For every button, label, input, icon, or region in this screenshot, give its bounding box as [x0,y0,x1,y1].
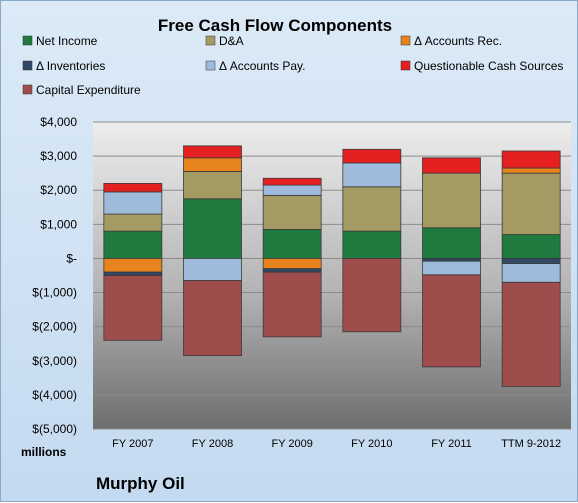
legend-swatch [205,60,216,71]
bar-segment [103,271,163,276]
bar-segment [183,145,242,159]
bar-segment [103,213,163,232]
bar-segment [501,150,561,169]
bar-segment [422,260,481,276]
legend-label: Net Income [36,34,98,48]
y-tick-label: $(5,000) [32,422,77,436]
y-tick-label: $1,000 [40,217,77,231]
bar-segment [262,184,322,196]
legend-swatch [205,35,216,46]
bar-segment [501,281,561,387]
bar-segment [183,157,242,172]
bar-segment [342,148,402,164]
company-label: Murphy Oil [96,474,185,493]
legend-label: Capital Expenditure [36,83,141,97]
bar-segment [422,227,481,259]
bar-segment [422,172,481,229]
bar-segment [262,194,322,230]
y-tick-label: $2,000 [40,183,77,197]
bar-segment [262,229,322,259]
gridlines [93,121,571,430]
bar-segment [262,268,322,273]
bar-segment [342,186,402,232]
bar-segment [342,162,402,188]
bar-segment [183,280,242,357]
legend-swatch [22,60,33,71]
y-tick-label: $(1,000) [32,286,77,300]
x-tick-label: FY 2007 [112,438,153,450]
legend: Net Income D&A Δ Accounts Rec. Δ Inventorie… [22,34,563,97]
x-tick-label: FY 2009 [271,438,312,450]
bar-segment [501,234,561,259]
bar-segment [103,258,163,273]
y-tick-label: $(4,000) [32,388,77,402]
legend-label: Δ Inventories [36,59,105,73]
x-axis: FY 2007 FY 2008 FY 2009 FY 2010 FY 2011 TTM 9… [112,438,561,450]
x-tick-label: FY 2011 [431,438,472,450]
bar-segment [262,258,322,270]
bar-segment [342,230,402,259]
x-tick-label: FY 2008 [192,438,233,450]
bar-segment [501,263,561,283]
bar-segment [501,167,561,174]
plot-area [93,122,571,429]
bar-segment [183,171,242,200]
bar-segment [183,258,242,282]
bar-segment [103,191,163,215]
bar-segment [422,274,481,368]
bar-segment [422,258,481,262]
legend-swatch [400,60,411,71]
bars [103,145,561,387]
x-tick-label: FY 2010 [351,438,392,450]
legend-swatch [22,35,33,46]
legend-swatch [400,35,411,46]
legend-swatch [22,84,33,95]
bar-segment [103,275,163,341]
unit-label: millions [21,445,67,459]
bar-segment [103,230,163,259]
bar-segment [501,172,561,235]
bar-segment [103,182,163,193]
legend-label: D&A [219,34,244,48]
y-tick-label: $3,000 [40,149,77,163]
legend-label: Δ Accounts Rec. [414,34,502,48]
y-tick-label: $- [66,251,77,265]
legend-label: Questionable Cash Sources [414,59,563,73]
bar-segment [422,157,481,174]
chart-title: Free Cash Flow Components [158,16,392,35]
y-axis: $4,000 $3,000 $2,000 $1,000 $- $(1,000) $(2,00… [32,115,77,436]
legend-label: Δ Accounts Pay. [219,59,306,73]
y-tick-label: $4,000 [40,115,77,129]
y-tick-label: $(3,000) [32,354,77,368]
x-tick-label: TTM 9-2012 [501,438,561,450]
bar-segment [262,177,322,186]
bar-segment [183,198,242,259]
bar-segment [342,258,402,333]
bar-segment [262,271,322,338]
y-tick-label: $(2,000) [32,320,77,334]
bar-segment [501,258,561,264]
